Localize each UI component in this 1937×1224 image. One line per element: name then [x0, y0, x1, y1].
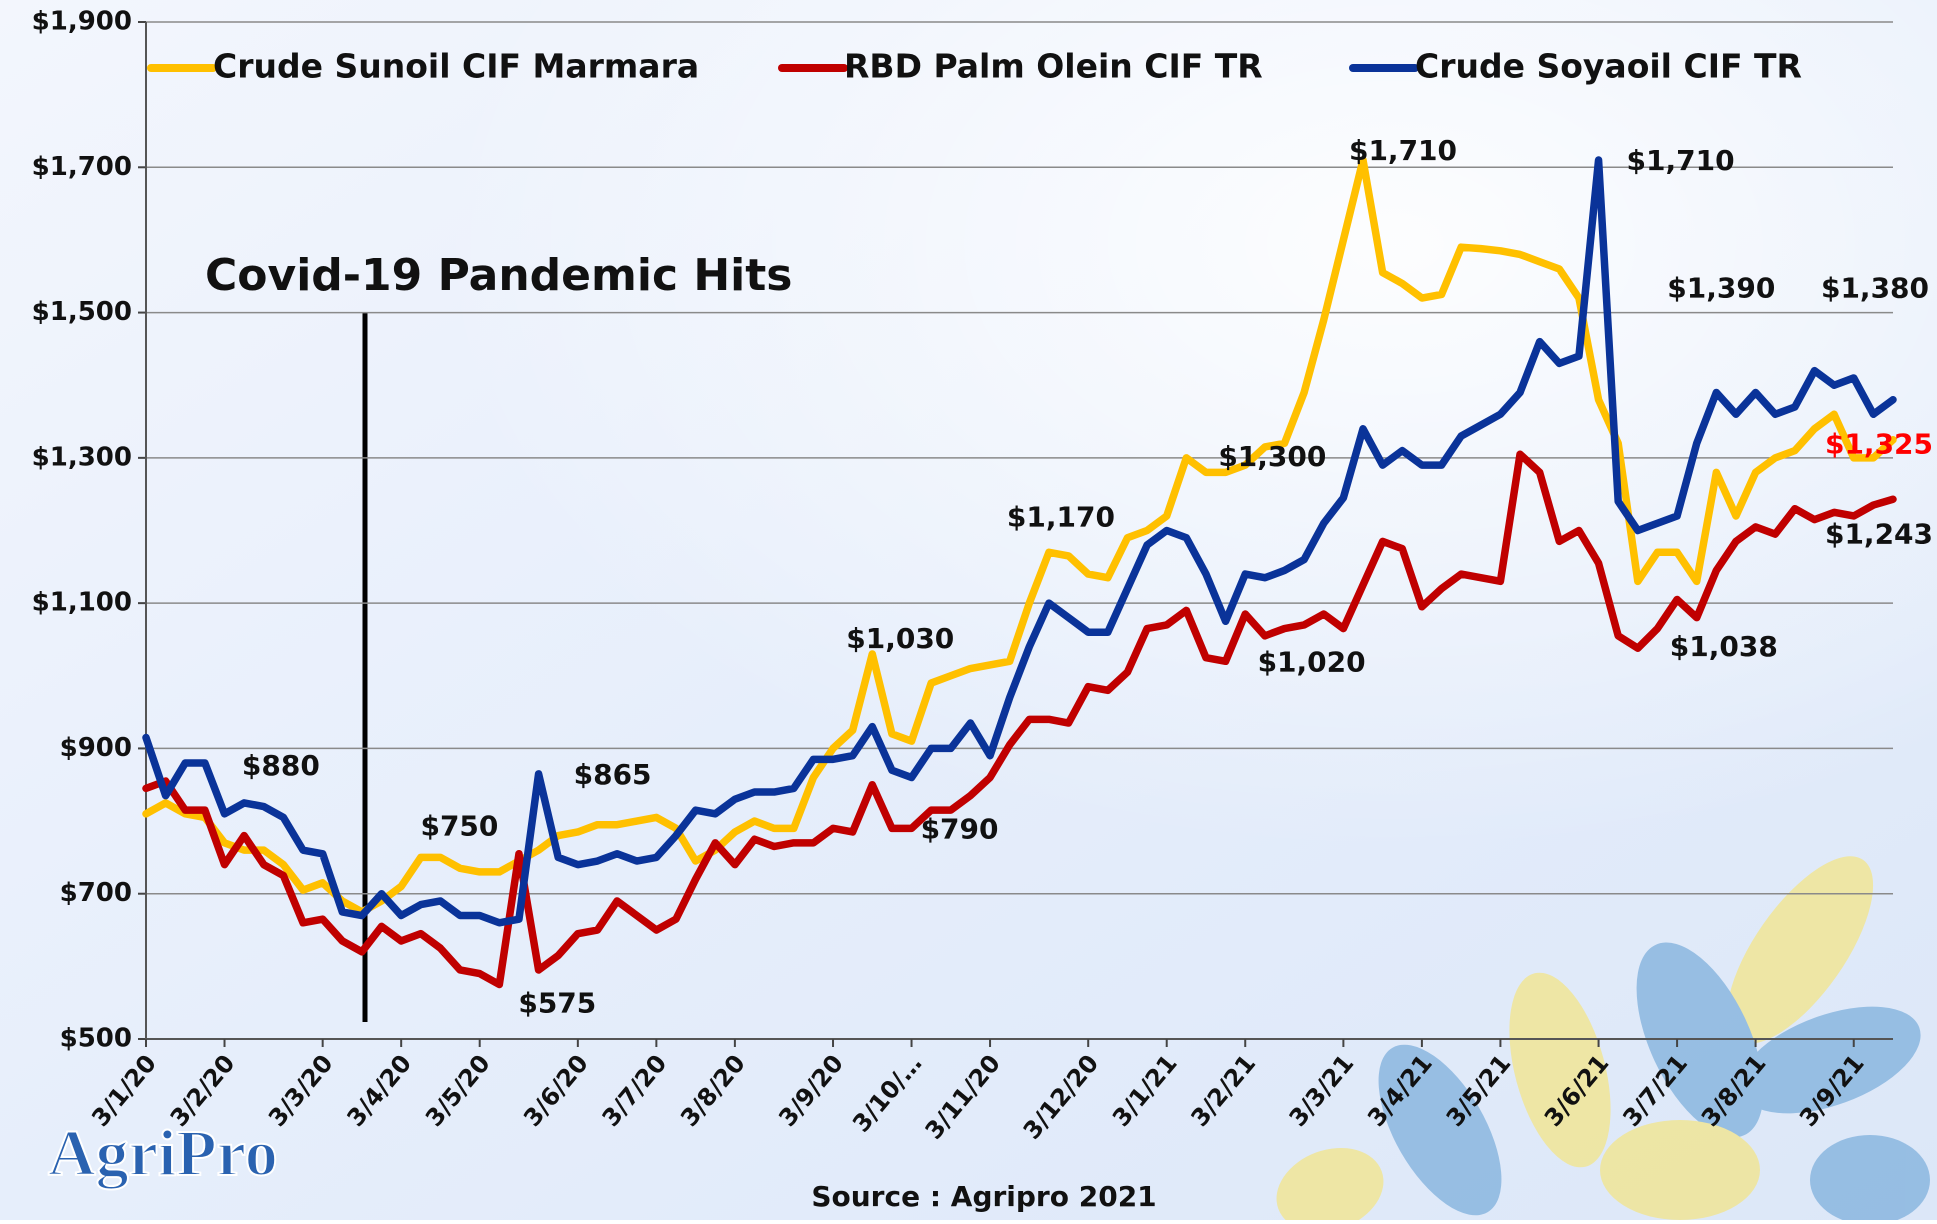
value-label: $1,300	[1218, 440, 1326, 473]
y-tick-label: $500	[60, 1024, 132, 1054]
legend-label: Crude Sunoil CIF Marmara	[213, 47, 699, 86]
value-label: $880	[242, 749, 320, 782]
y-tick-label: $1,500	[32, 297, 132, 327]
y-tick-label: $1,100	[32, 588, 132, 618]
annotation: Covid-19 Pandemic Hits	[205, 250, 792, 301]
value-label: $1,390	[1667, 271, 1775, 304]
value-label: $1,020	[1258, 645, 1366, 678]
legend-label: RBD Palm Olein CIF TR	[844, 47, 1263, 86]
value-label: $790	[921, 812, 999, 845]
value-label: $865	[574, 758, 652, 791]
y-tick-label: $900	[60, 733, 132, 763]
series-line	[142, 450, 1897, 989]
value-label: $1,380	[1821, 272, 1929, 305]
value-label: $1,243	[1825, 517, 1933, 550]
value-label: $1,030	[846, 622, 954, 655]
value-label: $750	[420, 809, 498, 842]
series-line	[142, 156, 1897, 916]
source: Source : Agripro 2021	[811, 1180, 1156, 1213]
y-tick-label: $1,900	[32, 7, 132, 37]
series-line	[142, 156, 1897, 927]
value-label: $1,325	[1825, 428, 1933, 461]
logo: AgriPro	[48, 1117, 278, 1190]
value-label: $1,170	[1007, 500, 1115, 533]
legend-label: Crude Soyaoil CIF TR	[1415, 47, 1802, 86]
y-tick-label: $1,700	[32, 152, 132, 182]
value-label: $1,710	[1349, 134, 1457, 167]
value-label: $1,710	[1627, 144, 1735, 177]
y-tick-label: $700	[60, 878, 132, 908]
value-label: $575	[518, 987, 596, 1020]
y-tick-label: $1,300	[32, 442, 132, 472]
value-label: $1,038	[1670, 630, 1778, 663]
decoration	[1276, 856, 1930, 1224]
